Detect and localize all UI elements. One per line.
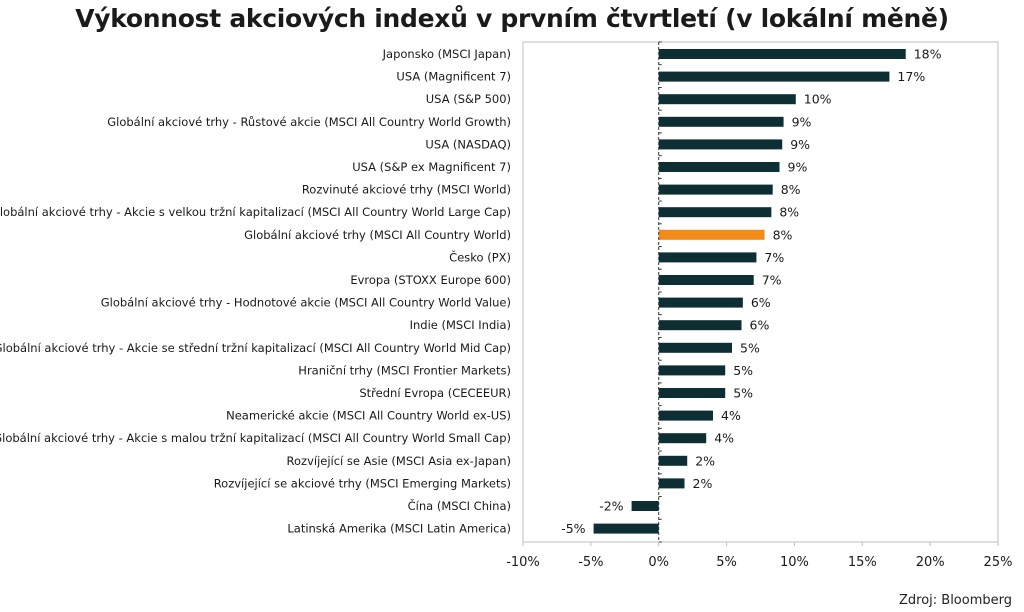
value-label: -5% xyxy=(561,521,585,536)
category-label: Rozvinuté akciové trhy (MSCI World) xyxy=(302,183,511,197)
value-label: 5% xyxy=(733,386,753,401)
value-label: 8% xyxy=(773,227,793,242)
bar xyxy=(658,297,743,308)
bar xyxy=(658,433,707,444)
category-label: USA (S&P 500) xyxy=(426,92,511,106)
category-label: Evropa (STOXX Europe 600) xyxy=(350,273,511,287)
value-label: 4% xyxy=(721,408,741,423)
value-label: 18% xyxy=(914,47,942,62)
value-label: 2% xyxy=(695,453,715,468)
value-label: 9% xyxy=(790,137,810,152)
bar xyxy=(658,229,765,240)
category-label: Globální akciové trhy - Hodnotové akcie … xyxy=(101,296,511,310)
value-label: 10% xyxy=(804,92,832,107)
x-tick-label: -10% xyxy=(506,555,540,570)
value-label: 4% xyxy=(714,431,734,446)
category-label: Globální akciové trhy - Akcie s malou tr… xyxy=(0,431,511,445)
value-label: 2% xyxy=(693,476,713,491)
bar xyxy=(658,207,772,218)
category-label: USA (Magnificent 7) xyxy=(396,70,511,84)
x-tick-label: 10% xyxy=(780,555,809,570)
category-label: Neamerické akcie (MSCI All Country World… xyxy=(226,409,511,423)
category-label: Hraniční trhy (MSCI Frontier Markets) xyxy=(298,363,511,377)
bar xyxy=(658,478,685,489)
category-label: USA (S&P ex Magnificent 7) xyxy=(352,160,511,174)
x-tick-label: 20% xyxy=(916,555,945,570)
x-tick-label: -5% xyxy=(578,555,603,570)
category-label: Střední Evropa (CECEEUR) xyxy=(359,386,511,400)
value-label: 9% xyxy=(788,160,808,175)
bar xyxy=(658,94,796,105)
plot-area-border xyxy=(522,41,999,543)
value-label: 9% xyxy=(792,114,812,129)
bar xyxy=(593,523,659,534)
bar xyxy=(658,320,742,331)
value-label: 8% xyxy=(781,182,801,197)
category-label: Globální akciové trhy - Růstové akcie (M… xyxy=(107,115,511,129)
category-label: USA (NASDAQ) xyxy=(425,137,511,151)
value-label: 7% xyxy=(764,250,784,265)
category-label: Globální akciové trhy - Akcie se střední… xyxy=(0,341,511,355)
bar xyxy=(658,455,688,466)
value-label: 8% xyxy=(779,205,799,220)
bar xyxy=(658,275,754,285)
category-label: Japonsko (MSCI Japan) xyxy=(382,47,511,61)
value-label: 7% xyxy=(762,273,782,288)
category-label: Česko (PX) xyxy=(449,249,511,264)
x-tick-label: 15% xyxy=(848,555,877,570)
value-label: -2% xyxy=(599,499,623,514)
bar xyxy=(658,184,773,195)
x-tick-label: 0% xyxy=(648,555,669,570)
category-label: Čína (MSCI China) xyxy=(408,498,511,513)
source-note: Zdroj: Bloomberg xyxy=(898,593,1012,608)
value-label: 6% xyxy=(750,318,770,333)
bar xyxy=(658,139,783,150)
value-label: 17% xyxy=(897,69,925,84)
bar xyxy=(658,342,732,353)
category-label: Rozvíjející se akciové trhy (MSCI Emergi… xyxy=(214,476,511,490)
bar xyxy=(658,365,726,376)
chart-title: Výkonnost akciových indexů v prvním čtvr… xyxy=(75,4,949,33)
category-label: Latinská Amerika (MSCI Latin America) xyxy=(287,522,511,536)
category-label: Rozvíjející se Asie (MSCI Asia ex-Japan) xyxy=(287,454,511,468)
value-label: 5% xyxy=(740,340,760,355)
bar xyxy=(658,252,757,263)
value-label: 5% xyxy=(733,363,753,378)
bar xyxy=(658,162,780,172)
bar xyxy=(658,49,906,59)
x-tick-label: 5% xyxy=(716,555,737,570)
x-tick-label: 25% xyxy=(984,555,1013,570)
bar xyxy=(631,501,659,511)
category-label: Globální akciové trhy - Akcie s velkou t… xyxy=(0,205,511,219)
bar xyxy=(658,388,726,398)
bar xyxy=(658,71,890,82)
value-label: 6% xyxy=(751,295,771,310)
bar xyxy=(658,116,784,127)
category-label: Globální akciové trhy (MSCI All Country … xyxy=(244,228,511,242)
category-label: Indie (MSCI India) xyxy=(410,318,511,332)
bar xyxy=(658,410,713,421)
